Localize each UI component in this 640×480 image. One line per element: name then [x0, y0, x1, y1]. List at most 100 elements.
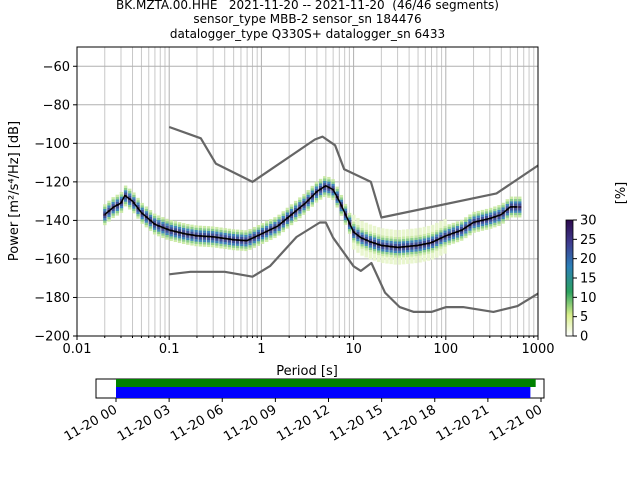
density-cell — [414, 242, 418, 245]
density-cell — [509, 208, 514, 211]
density-cell — [426, 256, 431, 259]
density-cell — [215, 231, 219, 234]
density-cell — [190, 238, 194, 241]
density-cell — [414, 260, 418, 264]
density-cell — [123, 187, 128, 191]
density-cell — [352, 217, 356, 220]
x-axis: 0.01 0.1 1 10 100 1000 — [63, 336, 555, 357]
density-cell — [343, 222, 348, 225]
density-cell — [352, 226, 356, 229]
density-cell — [310, 192, 315, 196]
density-cell — [157, 217, 161, 221]
density-cell — [132, 208, 136, 212]
density-cell — [331, 181, 335, 184]
density-cell — [194, 241, 198, 244]
density-cell — [223, 232, 227, 236]
density-cell — [447, 238, 451, 241]
density-cell — [426, 230, 431, 233]
density-cell — [393, 243, 397, 247]
x-tick-label: 1000 — [521, 342, 554, 357]
density-cell — [406, 240, 410, 244]
density-cell — [414, 251, 418, 254]
density-cell — [422, 231, 427, 234]
density-cell — [513, 208, 518, 211]
density-cell — [219, 232, 223, 235]
density-cell — [376, 245, 381, 249]
density-cell — [451, 241, 456, 244]
density-cell — [435, 243, 439, 247]
density-cell — [505, 210, 510, 214]
density-cell — [190, 229, 194, 232]
density-cell — [443, 223, 447, 226]
density-cell — [235, 243, 240, 246]
density-cell — [401, 243, 406, 246]
density-cell — [480, 228, 485, 231]
timeline-tick-label: 11-21 00 — [487, 402, 545, 444]
density-cell — [352, 233, 356, 236]
density-cell — [422, 245, 427, 248]
density-cell — [314, 193, 319, 196]
density-cell — [194, 239, 198, 242]
density-cell — [248, 228, 252, 232]
density-cell — [439, 239, 443, 242]
density-cell — [235, 236, 240, 239]
density-cell — [418, 227, 422, 231]
density-cell — [368, 226, 373, 230]
density-cell — [435, 229, 439, 233]
density-cell — [418, 230, 422, 233]
density-cell — [252, 226, 256, 230]
density-cell — [385, 261, 389, 264]
density-cell — [310, 188, 315, 191]
density-cell — [443, 251, 447, 254]
density-cell — [285, 212, 290, 215]
density-cell — [451, 225, 456, 228]
density-cell — [418, 248, 422, 251]
density-cell — [190, 236, 194, 239]
density-cell — [364, 236, 368, 239]
density-cell — [397, 250, 402, 254]
density-cell — [289, 206, 294, 209]
density-cell — [211, 228, 215, 232]
density-cell — [352, 223, 356, 227]
density-cell — [198, 237, 202, 240]
density-cell — [152, 218, 157, 221]
density-cell — [364, 248, 368, 251]
density-cell — [443, 246, 447, 250]
density-cell — [152, 232, 157, 235]
density-cell — [406, 247, 410, 251]
density-cell — [356, 245, 360, 249]
density-cell — [173, 237, 178, 240]
density-cell — [264, 232, 269, 236]
density-cell — [140, 214, 144, 217]
density-cell — [181, 230, 186, 233]
density-cell — [302, 196, 306, 199]
density-cell — [306, 194, 310, 198]
density-cell — [277, 233, 281, 236]
density-cell — [493, 220, 497, 223]
density-cell — [352, 242, 356, 245]
density-cell — [169, 224, 173, 228]
density-cell — [518, 208, 522, 211]
density-cell — [410, 242, 414, 246]
density-cell — [414, 246, 418, 250]
density-cell — [327, 181, 331, 184]
density-cell — [360, 250, 364, 254]
density-cell — [318, 197, 323, 200]
density-cell — [426, 258, 431, 261]
density-cell — [289, 215, 294, 219]
density-cell — [111, 215, 115, 219]
density-cell — [401, 261, 406, 265]
density-cell — [513, 201, 518, 204]
density-cell — [368, 229, 373, 232]
density-cell — [289, 211, 294, 214]
density-cell — [128, 207, 132, 210]
density-cell — [410, 258, 414, 262]
density-cell — [289, 208, 294, 212]
density-cell — [260, 227, 265, 231]
density-cell — [111, 201, 115, 205]
density-cell — [227, 244, 232, 248]
density-cell — [455, 232, 460, 236]
density-cell — [414, 253, 418, 257]
density-cell — [177, 235, 182, 239]
density-cell — [240, 229, 244, 233]
